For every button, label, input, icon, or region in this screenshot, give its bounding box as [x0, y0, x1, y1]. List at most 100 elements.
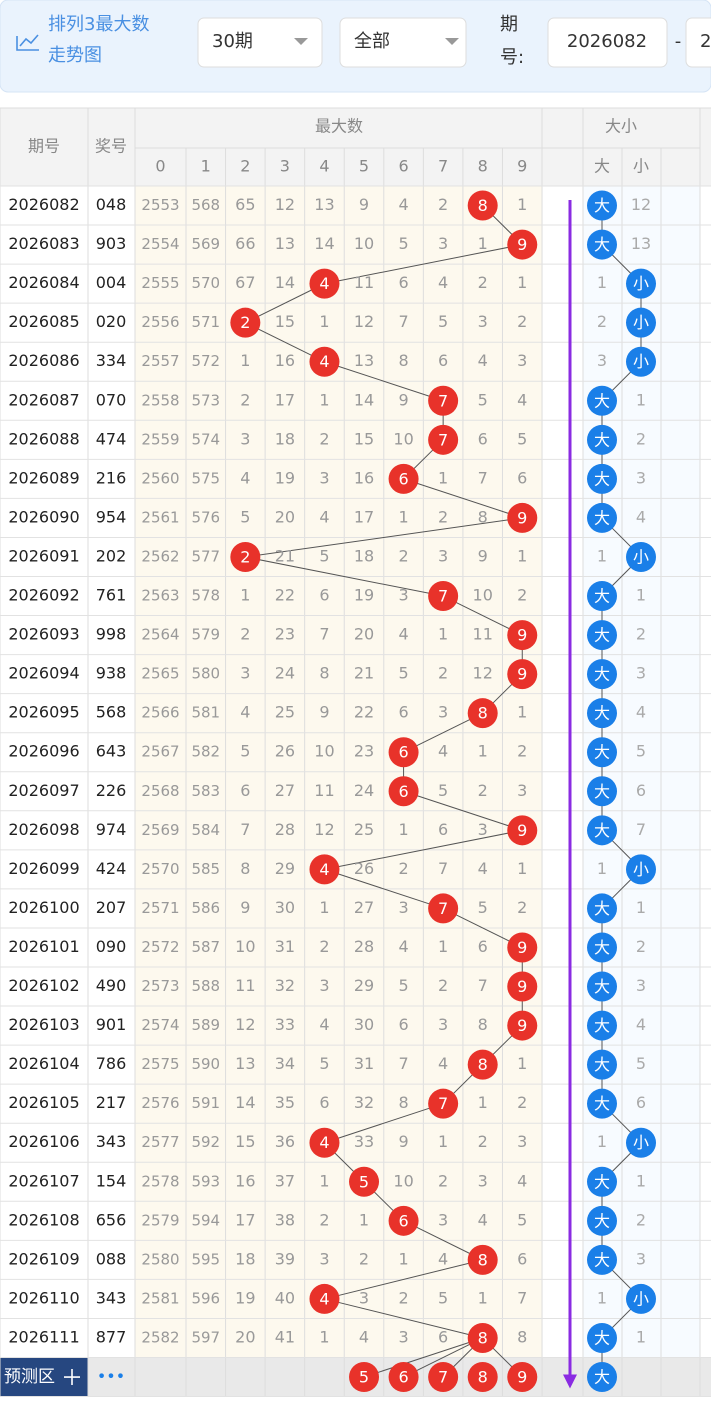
period-select[interactable]: 30期 — [197, 17, 323, 68]
miss-count: 39 — [275, 1249, 295, 1268]
miss-count: 25 — [275, 703, 295, 722]
max-ball — [428, 893, 459, 924]
miss-count: 3 — [438, 546, 448, 565]
predict-ball — [388, 1362, 419, 1393]
select-value[interactable]: 全部 — [354, 31, 390, 52]
miss-count: 3 — [240, 664, 250, 683]
miss-count: 2 — [478, 781, 488, 800]
miss-count: 3 — [438, 1015, 448, 1034]
size-ball — [587, 1049, 617, 1080]
size-miss: 6 — [636, 1093, 646, 1112]
trend-arrow-head — [563, 1374, 577, 1389]
number: 974 — [96, 820, 127, 839]
miss-count: 2564 — [141, 626, 179, 644]
miss-count: 4 — [398, 195, 408, 214]
miss-count: 1 — [438, 1132, 448, 1151]
number: 786 — [96, 1054, 127, 1073]
input-value[interactable]: 2026082 — [567, 31, 647, 52]
issue: 2026106 — [8, 1132, 79, 1151]
size-ball — [587, 698, 617, 729]
predict-ball-text: 7 — [438, 1368, 448, 1387]
issue: 2026094 — [8, 664, 79, 683]
miss-count: 31 — [354, 1054, 374, 1073]
miss-count: 30 — [354, 1015, 374, 1034]
miss-count: 2575 — [141, 1055, 179, 1073]
issue-to-input[interactable] — [685, 17, 711, 68]
miss-count: 577 — [191, 547, 220, 565]
issue: 2026105 — [8, 1093, 79, 1112]
group-header: 最大数 — [315, 117, 363, 136]
max-ball-text: 5 — [359, 1172, 369, 1191]
input-value[interactable]: 2 — [700, 31, 711, 52]
max-ball — [230, 307, 261, 338]
size-ball-text: 大 — [594, 626, 610, 645]
miss-count: 2 — [438, 664, 448, 683]
miss-count: 574 — [191, 430, 220, 448]
size-ball-text: 大 — [594, 1211, 610, 1230]
miss-count: 1 — [438, 468, 448, 487]
issue: 2026091 — [8, 546, 79, 565]
miss-count: 27 — [275, 781, 295, 800]
predict-ball — [349, 1362, 380, 1393]
predict-size-ball — [587, 1362, 617, 1393]
trend-line — [324, 361, 444, 402]
miss-count: 584 — [191, 821, 220, 839]
miss-count: 1 — [398, 820, 408, 839]
size-miss: 1 — [597, 859, 607, 878]
size-miss: 3 — [597, 351, 607, 370]
miss-count: 4 — [398, 625, 408, 644]
max-ball — [388, 1205, 419, 1236]
miss-count: 17 — [235, 1210, 255, 1229]
miss-count: 7 — [240, 820, 250, 839]
miss-count: 5 — [438, 1288, 448, 1307]
miss-count: 3 — [438, 234, 448, 253]
miss-count: 2560 — [141, 469, 179, 487]
size-miss: 2 — [636, 429, 646, 448]
miss-count: 4 — [240, 703, 250, 722]
trend-line — [324, 1103, 444, 1144]
miss-count: 5 — [438, 312, 448, 331]
miss-count: 594 — [191, 1211, 220, 1229]
miss-count: 570 — [191, 274, 220, 292]
size-ball-text: 大 — [594, 1016, 610, 1035]
miss-count: 3 — [398, 1327, 408, 1346]
size-ball-text: 小 — [633, 274, 649, 293]
miss-count: 1 — [517, 1054, 527, 1073]
title-line: 排列3最大数 — [48, 14, 149, 35]
number: 954 — [96, 507, 127, 526]
issue: 2026098 — [8, 820, 79, 839]
issue: 2026085 — [8, 312, 79, 331]
miss-count: 23 — [275, 625, 295, 644]
max-ball-text: 6 — [398, 469, 408, 488]
miss-count: 2553 — [141, 196, 179, 214]
max-ball-text: 6 — [398, 782, 408, 801]
size-ball-text: 大 — [594, 782, 610, 801]
issue: 2026092 — [8, 586, 79, 605]
miss-count: 12 — [314, 820, 334, 839]
miss-count: 1 — [240, 586, 250, 605]
miss-count: 14 — [235, 1093, 255, 1112]
number: 154 — [96, 1171, 127, 1190]
issue: 2026096 — [8, 742, 79, 761]
miss-count: 1 — [517, 859, 527, 878]
size-miss: 12 — [631, 195, 651, 214]
miss-count: 8 — [398, 351, 408, 370]
select-value[interactable]: 30期 — [212, 31, 253, 52]
miss-count: 6 — [438, 820, 448, 839]
type-select[interactable]: 全部 — [339, 17, 467, 68]
miss-count: 4 — [438, 742, 448, 761]
issue-from-input[interactable] — [547, 17, 668, 68]
miss-count: 35 — [275, 1093, 295, 1112]
miss-count: 5 — [398, 234, 408, 253]
miss-count: 6 — [398, 1015, 408, 1034]
miss-count: 10 — [235, 937, 255, 956]
number: 070 — [96, 390, 127, 409]
miss-count: 5 — [438, 781, 448, 800]
miss-count: 32 — [275, 976, 295, 995]
size-miss: 1 — [636, 1327, 646, 1346]
max-ball-text: 8 — [478, 1250, 488, 1269]
miss-count: 7 — [438, 859, 448, 878]
miss-count: 3 — [398, 586, 408, 605]
size-ball-text: 大 — [594, 391, 610, 410]
